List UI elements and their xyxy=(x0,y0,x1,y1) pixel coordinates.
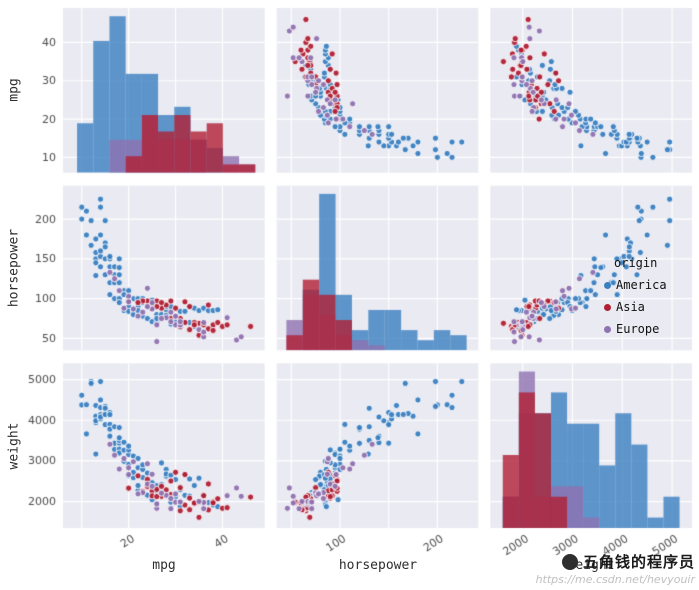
legend-title: origin xyxy=(614,256,658,270)
watermark: 五角钱的程序员 https://me.csdn.net/hevyouir xyxy=(536,551,695,586)
x-axis-label-weight: weight xyxy=(567,558,615,573)
legend-label-america: America xyxy=(616,278,667,292)
legend-marker-europe-icon xyxy=(604,325,611,333)
watermark-logo-icon xyxy=(561,553,578,570)
y-axis-label-mpg: mpg xyxy=(6,78,22,102)
legend-label-asia: Asia xyxy=(616,300,645,314)
watermark-url: https://me.csdn.net/hevyouir xyxy=(535,573,695,586)
y-axis-label-horsepower: horsepower xyxy=(6,228,22,308)
legend-item-america: America xyxy=(604,274,667,296)
x-axis-label-horsepower: horsepower xyxy=(338,558,418,573)
watermark-title: 五角钱的程序员 xyxy=(582,553,695,571)
legend-marker-america-icon xyxy=(604,281,611,289)
y-axis-label-weight: weight xyxy=(6,422,22,470)
legend: origin America Asia Europe xyxy=(604,252,667,340)
x-axis-label-mpg: mpg xyxy=(152,558,176,573)
legend-marker-asia-icon xyxy=(604,303,611,311)
legend-item-asia: Asia xyxy=(604,296,667,318)
legend-label-europe: Europe xyxy=(616,322,660,336)
legend-item-europe: Europe xyxy=(604,318,667,340)
